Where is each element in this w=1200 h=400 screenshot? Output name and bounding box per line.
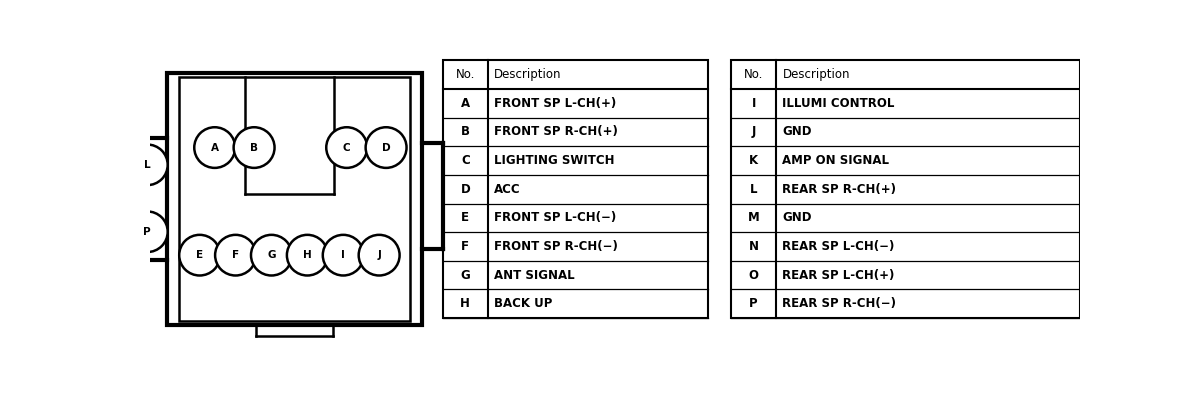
Ellipse shape — [127, 144, 168, 185]
Text: P: P — [749, 297, 758, 310]
Ellipse shape — [287, 235, 328, 276]
Text: No.: No. — [744, 68, 763, 81]
Text: GND: GND — [782, 126, 812, 138]
Ellipse shape — [234, 127, 275, 168]
Ellipse shape — [179, 235, 220, 276]
Text: Description: Description — [494, 68, 562, 81]
Ellipse shape — [215, 235, 256, 276]
Text: M: M — [748, 211, 760, 224]
Text: I: I — [341, 250, 346, 260]
Text: ANT SIGNAL: ANT SIGNAL — [494, 269, 575, 282]
Bar — [167, 73, 422, 325]
Ellipse shape — [323, 235, 364, 276]
Text: C: C — [343, 142, 350, 152]
Text: FRONT SP L-CH(−): FRONT SP L-CH(−) — [494, 211, 617, 224]
Text: LIGHTING SWITCH: LIGHTING SWITCH — [494, 154, 614, 167]
Text: ACC: ACC — [494, 183, 521, 196]
Text: Description: Description — [782, 68, 850, 81]
Ellipse shape — [366, 127, 407, 168]
Text: N: N — [749, 240, 758, 253]
Text: ILLUMI CONTROL: ILLUMI CONTROL — [782, 97, 895, 110]
Text: D: D — [461, 183, 470, 196]
Text: J: J — [751, 126, 756, 138]
Ellipse shape — [326, 127, 367, 168]
Text: GND: GND — [782, 211, 812, 224]
Text: REAR SP L-CH(+): REAR SP L-CH(+) — [782, 269, 895, 282]
Text: BACK UP: BACK UP — [494, 297, 552, 310]
Text: O: O — [749, 269, 758, 282]
Text: D: D — [382, 142, 390, 152]
Ellipse shape — [127, 212, 168, 252]
Text: REAR SP R-CH(+): REAR SP R-CH(+) — [782, 183, 896, 196]
Text: L: L — [144, 160, 150, 170]
Text: A: A — [461, 97, 470, 110]
Text: J: J — [377, 250, 382, 260]
Text: G: G — [268, 250, 276, 260]
Text: FRONT SP R-CH(−): FRONT SP R-CH(−) — [494, 240, 618, 253]
Bar — [179, 77, 410, 321]
Text: G: G — [461, 269, 470, 282]
Text: B: B — [250, 142, 258, 152]
Text: H: H — [461, 297, 470, 310]
Bar — [443, 60, 708, 318]
Text: REAR SP R-CH(−): REAR SP R-CH(−) — [782, 297, 896, 310]
Text: E: E — [196, 250, 203, 260]
Text: E: E — [461, 211, 469, 224]
Text: B: B — [461, 126, 469, 138]
Text: I: I — [751, 97, 756, 110]
Bar — [731, 60, 1080, 318]
Text: P: P — [143, 227, 151, 237]
Text: A: A — [211, 142, 218, 152]
Text: FRONT SP R-CH(+): FRONT SP R-CH(+) — [494, 126, 618, 138]
Text: REAR SP L-CH(−): REAR SP L-CH(−) — [782, 240, 895, 253]
Text: C: C — [461, 154, 469, 167]
Text: F: F — [461, 240, 469, 253]
Text: L: L — [750, 183, 757, 196]
Text: F: F — [232, 250, 239, 260]
Ellipse shape — [359, 235, 400, 276]
Ellipse shape — [251, 235, 292, 276]
Text: AMP ON SIGNAL: AMP ON SIGNAL — [782, 154, 889, 167]
Ellipse shape — [194, 127, 235, 168]
Text: K: K — [749, 154, 758, 167]
Text: H: H — [302, 250, 312, 260]
Text: No.: No. — [456, 68, 475, 81]
Text: FRONT SP L-CH(+): FRONT SP L-CH(+) — [494, 97, 617, 110]
